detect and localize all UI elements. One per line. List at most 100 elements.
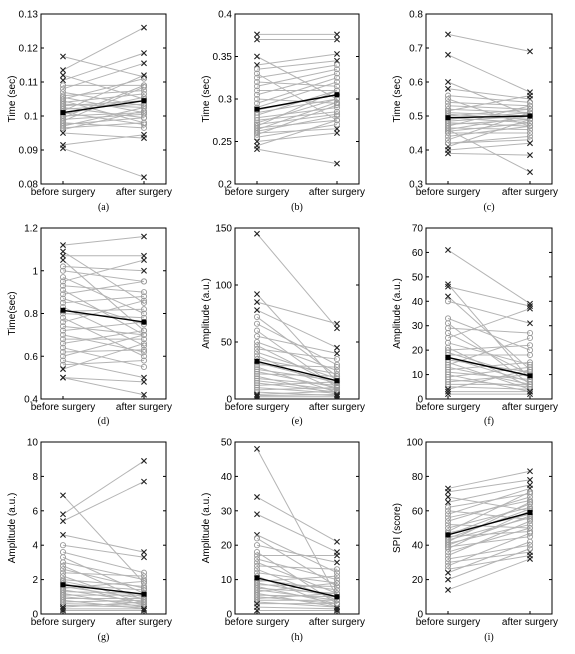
- mean-point-before: [60, 110, 66, 116]
- subject-line: [447, 95, 531, 103]
- subject-point-after: [334, 36, 340, 43]
- subject-point-after: [140, 84, 148, 91]
- subject-point-after: [140, 346, 148, 353]
- subject-point-before: [253, 333, 261, 340]
- y-tick-label: 40: [221, 472, 233, 483]
- subject-point-after: [527, 476, 533, 483]
- subject-line: [62, 52, 145, 81]
- y-axis-label: Time (sec): [392, 76, 403, 123]
- subject-point-before: [445, 386, 451, 393]
- subject-point-before: [444, 99, 452, 106]
- subject-point-before: [254, 53, 260, 60]
- subject-point-after: [140, 107, 148, 114]
- subject-point-before: [445, 391, 451, 398]
- y-tick-label: 150: [215, 224, 232, 235]
- subject-line: [447, 510, 531, 520]
- mean-point-after: [334, 378, 340, 384]
- subject-point-after: [333, 61, 341, 69]
- subject-point-after: [140, 342, 148, 349]
- subject-point-before: [59, 598, 67, 606]
- subject-point-before: [253, 87, 261, 94]
- subject-line: [256, 544, 338, 563]
- subject-point-after: [140, 331, 148, 338]
- subject-point-before: [253, 370, 261, 377]
- subject-point-before: [59, 600, 67, 607]
- y-tick-label: 0.4: [24, 395, 38, 406]
- subject-point-before: [444, 129, 452, 137]
- subject-point-after: [333, 384, 341, 391]
- y-tick-label: 30: [221, 506, 233, 517]
- subject-point-after: [526, 342, 534, 349]
- subject-point-before: [253, 566, 261, 573]
- subject-line: [62, 561, 145, 581]
- subject-line: [447, 520, 531, 556]
- subject-point-before: [60, 53, 66, 60]
- subject-point-before: [445, 388, 451, 395]
- mean-line: [447, 115, 531, 119]
- panel-caption: (c): [483, 202, 494, 213]
- panel-d: 0.4 0.6 0.8 1 1.2 before surgery after surgery…: [7, 224, 172, 428]
- subject-point-after: [333, 70, 341, 77]
- subject-point-before: [253, 559, 261, 566]
- subject-line: [447, 95, 531, 112]
- subject-point-before: [254, 36, 260, 43]
- y-tick-label: 40: [412, 297, 424, 308]
- subject-point-after: [526, 542, 534, 549]
- y-tick-label: 0.4: [218, 10, 232, 21]
- subject-line: [256, 323, 338, 366]
- subject-point-after: [140, 336, 148, 343]
- subject-line: [62, 112, 145, 125]
- subject-point-before: [254, 299, 260, 306]
- subject-line: [62, 544, 145, 558]
- subject-point-before: [59, 353, 67, 360]
- subject-line: [62, 342, 145, 370]
- subject-line: [62, 377, 145, 383]
- subject-line: [447, 108, 531, 117]
- subject-point-before: [444, 95, 452, 103]
- subject-line: [447, 501, 531, 543]
- subject-line: [62, 107, 145, 127]
- subject-point-before: [254, 146, 260, 153]
- subject-point-after: [333, 78, 341, 86]
- y-tick-label: 10: [27, 438, 39, 449]
- subject-line: [447, 510, 531, 550]
- subject-line: [447, 101, 531, 107]
- subject-point-after: [140, 602, 148, 609]
- subject-point-before: [253, 382, 261, 389]
- subject-line: [62, 251, 145, 304]
- subject-point-before: [60, 67, 66, 74]
- subject-point-after: [141, 378, 147, 385]
- y-tick-label: 100: [215, 281, 232, 292]
- mean-point-after: [334, 594, 340, 600]
- y-axis-label: Amplitude (a.u.): [392, 278, 403, 349]
- subject-point-before: [445, 576, 451, 583]
- subject-point-after: [526, 530, 534, 537]
- subject-line: [256, 377, 338, 386]
- mean-point-before: [445, 532, 451, 538]
- subject-line: [62, 601, 145, 608]
- subject-point-before: [59, 82, 67, 89]
- subject-line: [256, 81, 338, 108]
- subject-point-before: [254, 511, 260, 518]
- subject-point-before: [445, 31, 451, 38]
- subject-point-after: [333, 576, 341, 583]
- subject-point-before: [253, 117, 261, 124]
- subject-point-after: [526, 366, 534, 373]
- subject-point-before: [59, 124, 67, 131]
- subject-line: [62, 265, 145, 272]
- subject-point-after: [141, 174, 147, 181]
- subject-line: [447, 327, 531, 334]
- panel-f: 0 10 20 30 40 50 60 70 before surgery after surge…: [392, 224, 558, 428]
- subject-point-after: [333, 117, 341, 124]
- subject-point-before: [444, 559, 452, 566]
- subject-point-after: [141, 252, 147, 259]
- subject-point-after: [140, 73, 148, 80]
- x-tick-label: after surgery: [502, 187, 558, 198]
- subject-line: [256, 381, 338, 386]
- y-tick-label: 20: [221, 541, 233, 552]
- subject-point-after: [141, 605, 147, 612]
- subject-point-after: [140, 327, 148, 334]
- subject-point-after: [526, 488, 534, 495]
- subject-point-before: [253, 368, 261, 375]
- subject-line: [62, 86, 145, 122]
